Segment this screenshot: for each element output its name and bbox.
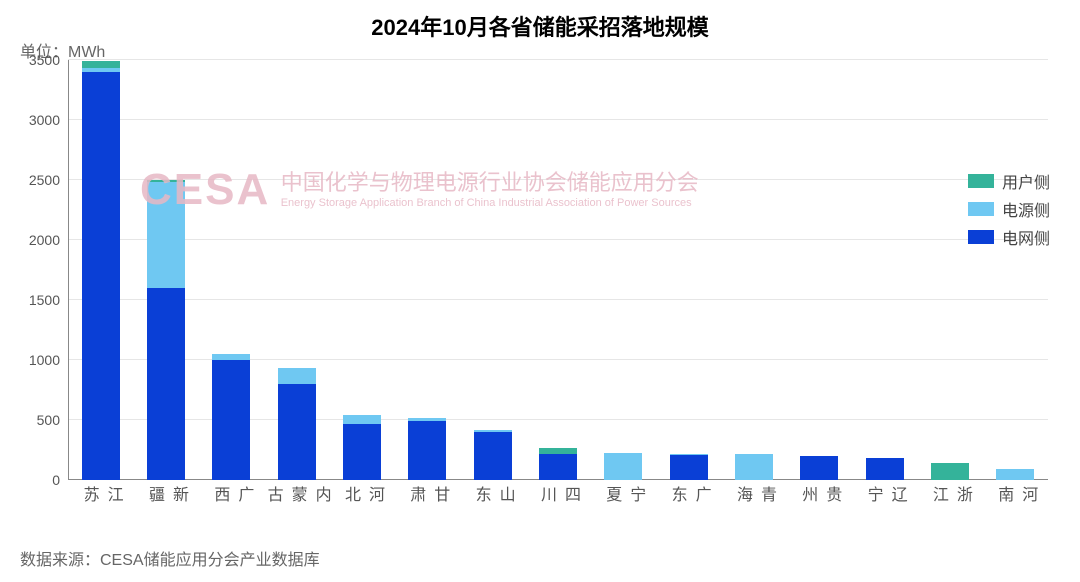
bar	[212, 354, 250, 480]
x-label: 甘肃	[403, 486, 451, 504]
bar-segment-grid	[670, 455, 708, 480]
bar-segment-source	[278, 368, 316, 384]
bar	[866, 458, 904, 480]
y-tick-label: 1000	[29, 352, 60, 368]
x-label: 山东	[469, 486, 517, 504]
bar-segment-grid	[800, 456, 838, 480]
bar	[408, 418, 446, 480]
bar-slot: 江苏	[68, 60, 133, 480]
y-tick-label: 3000	[29, 112, 60, 128]
y-tick-label: 3500	[29, 52, 60, 68]
legend-label: 电网侧	[1002, 225, 1050, 249]
bar	[343, 415, 381, 480]
legend-label: 电源侧	[1002, 197, 1050, 221]
x-label: 江苏	[77, 486, 125, 504]
bar-segment-source	[604, 453, 642, 480]
bar-segment-source	[735, 454, 773, 480]
y-tick-label: 500	[37, 412, 60, 428]
bar-slot: 四川	[525, 60, 590, 480]
bar-slot: 贵州	[787, 60, 852, 480]
bar	[996, 469, 1034, 480]
x-label: 辽宁	[861, 486, 909, 504]
bar-slot: 青海	[721, 60, 786, 480]
bar-slot: 宁夏	[591, 60, 656, 480]
x-label: 广西	[207, 486, 255, 504]
x-label: 浙江	[926, 486, 974, 504]
legend-label: 用户侧	[1002, 169, 1050, 193]
bar-slot: 山东	[460, 60, 525, 480]
bar	[82, 61, 120, 480]
bar-segment-source	[147, 182, 185, 288]
bar-slot: 辽宁	[852, 60, 917, 480]
x-label: 河北	[338, 486, 386, 504]
x-label: 宁夏	[599, 486, 647, 504]
x-label: 贵州	[795, 486, 843, 504]
bar-slot: 广东	[656, 60, 721, 480]
x-label: 河南	[991, 486, 1039, 504]
bar	[474, 430, 512, 480]
chart-title: 2024年10月各省储能采招落地规模	[0, 10, 1080, 42]
bar-slot: 广西	[199, 60, 264, 480]
bar	[539, 448, 577, 480]
bar-slot: 新疆	[133, 60, 198, 480]
bar-segment-source	[996, 469, 1034, 480]
bar-slot: 河南	[983, 60, 1048, 480]
data-source: 数据来源：CESA储能应用分会产业数据库	[20, 546, 320, 570]
y-tick-label: 1500	[29, 292, 60, 308]
bar-segment-grid	[866, 458, 904, 480]
bar-segment-grid	[539, 454, 577, 480]
legend-swatch	[968, 230, 994, 244]
bar-segment-grid	[408, 421, 446, 480]
legend-item-source: 电源侧	[968, 197, 1050, 221]
bar-segment-source	[343, 415, 381, 423]
y-tick-label: 2500	[29, 172, 60, 188]
x-label: 四川	[534, 486, 582, 504]
bar-segment-user	[82, 61, 120, 68]
bar-segment-user	[931, 463, 969, 480]
y-tick-label: 0	[52, 472, 60, 488]
bar-segment-grid	[343, 424, 381, 480]
bar	[800, 456, 838, 480]
bar-segment-grid	[278, 384, 316, 480]
x-label: 青海	[730, 486, 778, 504]
legend-swatch	[968, 202, 994, 216]
bar-segment-grid	[82, 72, 120, 480]
bar	[931, 463, 969, 480]
legend: 用户侧电源侧电网侧	[968, 165, 1050, 253]
bar-slot: 浙江	[917, 60, 982, 480]
bar-slot: 内蒙古	[264, 60, 329, 480]
bar-slot: 甘肃	[395, 60, 460, 480]
bar-slot: 河北	[329, 60, 394, 480]
x-label: 新疆	[142, 486, 190, 504]
bars-container: 江苏新疆广西内蒙古河北甘肃山东四川宁夏广东青海贵州辽宁浙江河南	[68, 60, 1048, 480]
bar-segment-grid	[212, 360, 250, 480]
legend-item-user: 用户侧	[968, 169, 1050, 193]
legend-swatch	[968, 174, 994, 188]
bar	[278, 368, 316, 480]
x-label: 广东	[665, 486, 713, 504]
bar	[147, 180, 185, 480]
bar	[604, 453, 642, 480]
bar	[670, 454, 708, 480]
bar-segment-grid	[474, 432, 512, 480]
x-label: 内蒙古	[261, 486, 333, 504]
bar-segment-grid	[147, 288, 185, 480]
legend-item-grid: 电网侧	[968, 225, 1050, 249]
bar	[735, 454, 773, 480]
plot-area: 江苏新疆广西内蒙古河北甘肃山东四川宁夏广东青海贵州辽宁浙江河南 05001000…	[68, 60, 1048, 480]
y-tick-label: 2000	[29, 232, 60, 248]
